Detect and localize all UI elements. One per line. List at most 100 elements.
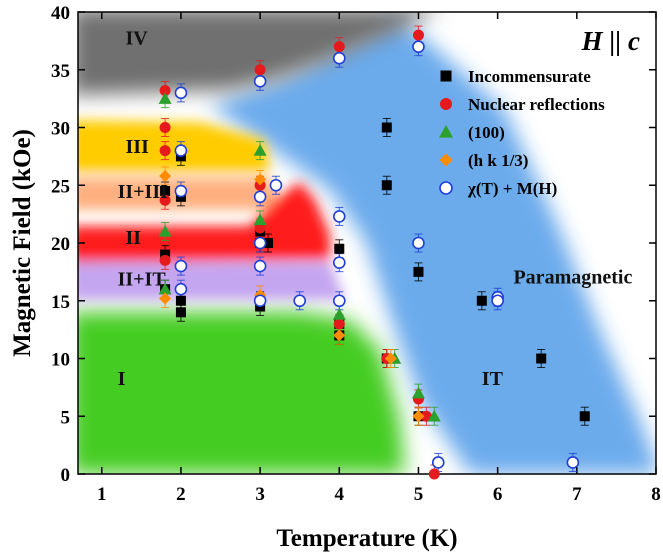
- legend-marker: [440, 98, 452, 110]
- data-point: [427, 409, 441, 422]
- data-point: [174, 144, 188, 157]
- y-tick-label: 15: [51, 292, 70, 313]
- x-tick-label: 4: [335, 484, 345, 505]
- x-axis-title: Temperature (K): [276, 525, 457, 552]
- data-point: [333, 41, 345, 53]
- data-point: [159, 292, 172, 305]
- phase-label: I: [118, 368, 126, 390]
- phase-iv-region: [78, 12, 433, 95]
- legend-label: (h k 1/3): [468, 151, 528, 170]
- data-point: [174, 259, 188, 273]
- data-point: [420, 410, 432, 422]
- data-point: [174, 282, 188, 296]
- data-point: [333, 318, 345, 330]
- data-point: [159, 194, 171, 206]
- data-point: [253, 294, 267, 308]
- y-axis-title: Magnetic Field (kOe): [9, 129, 36, 357]
- data-point: [254, 222, 266, 234]
- data-point: [174, 184, 188, 198]
- phase-labels: IV III II+III II II+IT I IT Paramagnetic: [118, 27, 633, 390]
- data-point: [253, 144, 267, 156]
- data-point: [175, 295, 186, 306]
- phase-label: IT: [482, 368, 504, 390]
- legend-marker: [439, 181, 453, 195]
- data-point: [413, 266, 424, 277]
- data-point: [253, 75, 267, 88]
- data-point: [158, 224, 172, 237]
- y-tick-label: 0: [61, 465, 71, 486]
- data-point: [269, 178, 283, 192]
- y-tick-label: 5: [61, 407, 71, 428]
- series-4: [174, 40, 580, 469]
- data-point: [332, 294, 346, 308]
- legend-label: (100): [468, 123, 505, 142]
- data-point: [159, 122, 171, 133]
- data-point: [253, 190, 267, 204]
- data-point: [491, 294, 504, 308]
- axis-ticks: 1 2 3 4 5 6 7 8 0 5 10 15 20 25 30 35 40: [51, 3, 661, 505]
- x-tick-label: 3: [255, 484, 265, 505]
- y-tick-label: 25: [51, 176, 70, 197]
- legend-label: χ(T) + M(H): [467, 179, 557, 198]
- phase-iii-region: [78, 120, 270, 172]
- data-point: [412, 410, 425, 423]
- phase-label: IV: [126, 27, 149, 49]
- data-markers: [158, 29, 590, 480]
- data-point: [174, 86, 188, 100]
- y-tick-label: 20: [51, 234, 70, 255]
- data-point: [333, 329, 346, 342]
- data-point: [254, 173, 267, 186]
- x-tick-label: 2: [176, 484, 186, 505]
- data-point: [253, 259, 267, 273]
- phase-label: II+IT: [118, 269, 167, 291]
- data-point: [159, 145, 171, 157]
- data-point: [381, 122, 392, 133]
- data-point: [332, 256, 346, 269]
- y-tick-label: 35: [51, 61, 70, 82]
- data-point: [253, 236, 267, 250]
- data-point: [381, 180, 392, 191]
- y-tick-label: 30: [51, 119, 70, 140]
- legend-marker: [439, 153, 453, 167]
- x-tick-label: 1: [97, 484, 107, 505]
- legend: Incommensurate Nuclear reflections (100) (h…: [439, 67, 605, 198]
- data-point: [332, 308, 346, 320]
- data-point: [412, 40, 425, 53]
- data-point: [536, 353, 547, 364]
- phase-label: II+III: [118, 181, 169, 203]
- y-tick-label: 10: [51, 350, 70, 371]
- data-point: [428, 468, 440, 480]
- data-point: [159, 170, 172, 183]
- legend-marker: [440, 70, 452, 82]
- data-point: [160, 186, 171, 197]
- phase-i-region: [78, 312, 405, 474]
- phase-label: III: [126, 136, 150, 158]
- data-point: [476, 295, 487, 306]
- data-point: [412, 236, 425, 250]
- data-point: [253, 213, 267, 226]
- data-point: [334, 243, 345, 254]
- data-point: [412, 29, 424, 41]
- legend-label: Nuclear reflections: [468, 95, 605, 114]
- y-tick-label: 40: [51, 3, 70, 24]
- data-point: [566, 456, 580, 469]
- data-point: [431, 456, 445, 469]
- phase-label: Paramagnetic: [513, 266, 632, 288]
- data-point: [332, 51, 346, 65]
- data-point: [158, 92, 172, 104]
- data-point: [158, 282, 172, 295]
- data-point: [384, 352, 397, 365]
- legend-marker: [439, 125, 453, 138]
- data-point: [293, 294, 306, 308]
- orientation-label: H || c: [581, 26, 640, 56]
- series-3: [159, 170, 425, 423]
- x-tick-label: 8: [651, 484, 661, 505]
- data-point: [159, 85, 171, 97]
- data-point: [160, 249, 171, 260]
- phase-ii-it-region: [78, 262, 345, 300]
- data-point: [159, 254, 171, 266]
- data-point: [175, 307, 186, 318]
- x-tick-label: 7: [572, 484, 582, 505]
- data-point: [263, 238, 274, 248]
